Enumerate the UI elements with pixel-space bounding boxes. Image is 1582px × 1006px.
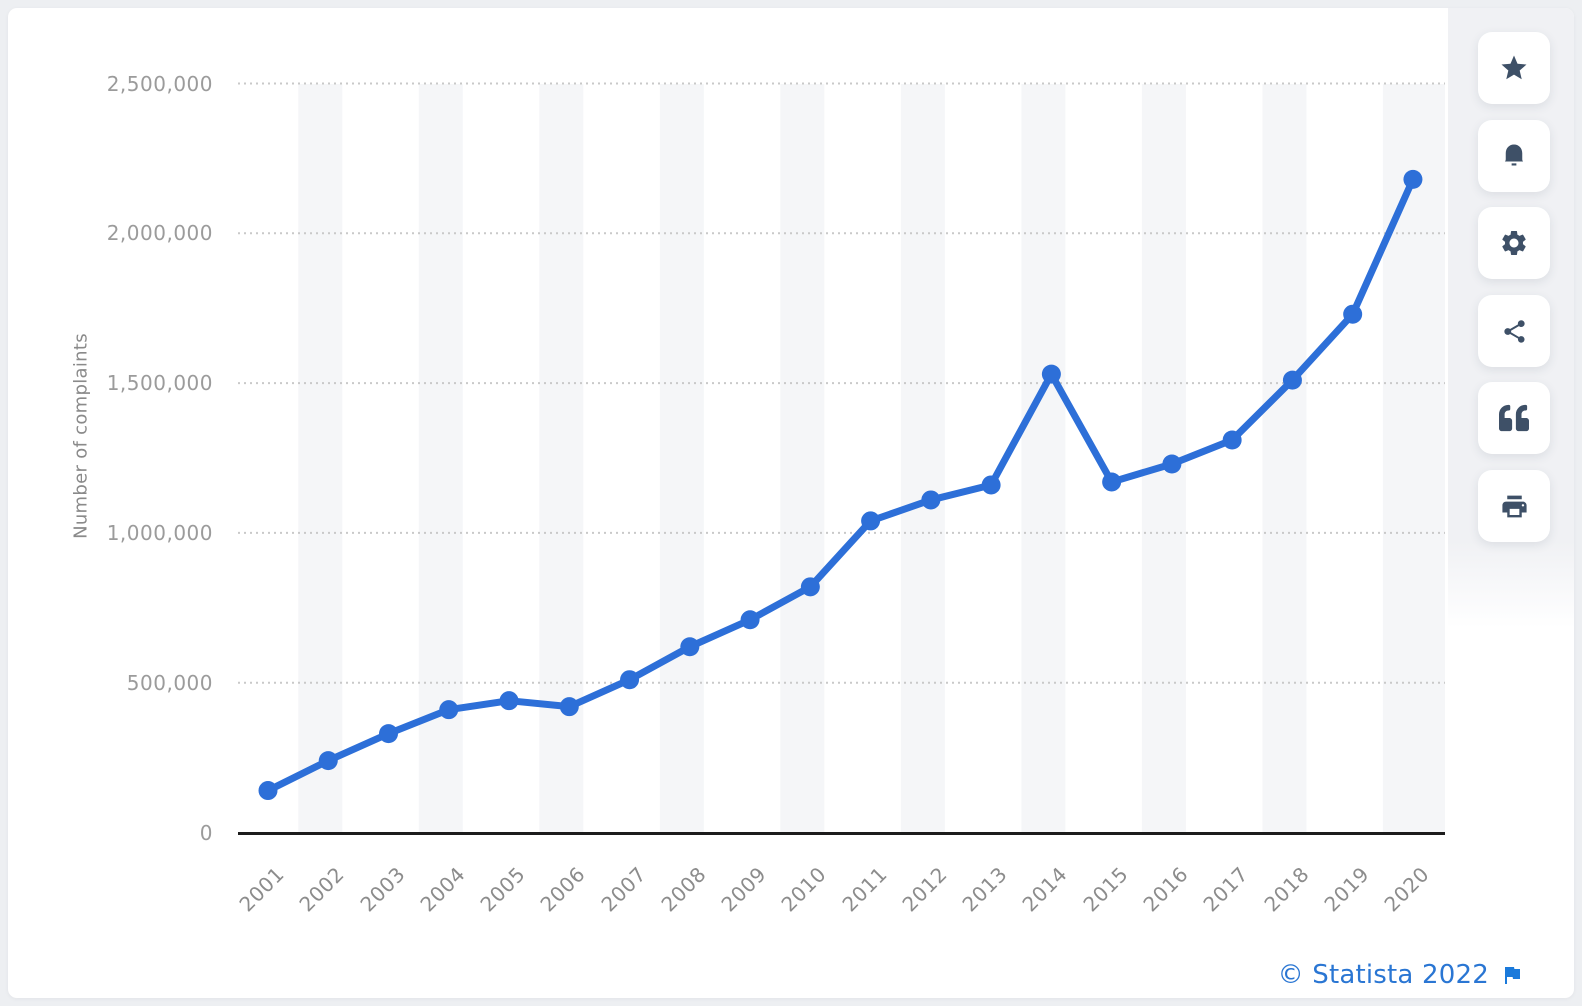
settings-button[interactable] bbox=[1478, 207, 1550, 279]
data-point-2017[interactable] bbox=[1222, 430, 1242, 450]
data-point-2016[interactable] bbox=[1162, 454, 1182, 474]
data-point-2005[interactable] bbox=[499, 691, 519, 711]
flag-icon[interactable] bbox=[1500, 963, 1524, 987]
data-point-2020[interactable] bbox=[1403, 169, 1423, 189]
data-point-2011[interactable] bbox=[861, 511, 881, 531]
data-point-2007[interactable] bbox=[620, 670, 640, 690]
share-icon bbox=[1503, 319, 1525, 343]
data-point-2004[interactable] bbox=[439, 700, 459, 720]
background-stripe bbox=[1262, 84, 1307, 833]
data-point-2010[interactable] bbox=[800, 577, 820, 597]
share-button[interactable] bbox=[1478, 295, 1550, 367]
y-tick-label: 2,000,000 bbox=[106, 221, 213, 246]
background-stripe bbox=[659, 84, 704, 833]
data-point-2009[interactable] bbox=[740, 610, 760, 630]
star-icon bbox=[1501, 55, 1527, 80]
data-point-2001[interactable] bbox=[258, 781, 278, 801]
alerts-button[interactable] bbox=[1478, 120, 1550, 192]
y-tick-label: 1,000,000 bbox=[106, 520, 213, 545]
background-stripe bbox=[539, 84, 584, 833]
print-button[interactable] bbox=[1478, 470, 1550, 542]
cite-button[interactable] bbox=[1478, 382, 1550, 454]
y-tick-label: 0 bbox=[199, 820, 213, 845]
data-point-2019[interactable] bbox=[1343, 304, 1363, 324]
background-stripe bbox=[1021, 84, 1066, 833]
data-point-2002[interactable] bbox=[318, 751, 338, 771]
data-point-2006[interactable] bbox=[559, 697, 579, 717]
data-point-2018[interactable] bbox=[1282, 370, 1302, 390]
background-stripe bbox=[900, 84, 945, 833]
data-point-2015[interactable] bbox=[1102, 472, 1122, 492]
y-tick-label: 1,500,000 bbox=[106, 371, 213, 396]
statista-copyright-link[interactable]: © Statista 2022 bbox=[1277, 960, 1489, 990]
y-tick-label: 500,000 bbox=[126, 670, 213, 695]
bell-icon bbox=[1504, 144, 1524, 166]
data-point-2008[interactable] bbox=[680, 637, 700, 657]
data-line bbox=[264, 175, 1417, 795]
background-stripe bbox=[298, 84, 343, 833]
data-point-2014[interactable] bbox=[1041, 364, 1061, 384]
data-point-2013[interactable] bbox=[981, 475, 1001, 495]
background-stripe bbox=[1382, 84, 1445, 833]
gear-icon bbox=[1502, 231, 1526, 255]
y-tick-label: 2,500,000 bbox=[106, 71, 213, 96]
printer-icon bbox=[1501, 495, 1527, 517]
copyright-footer: © Statista 2022 bbox=[1278, 958, 1524, 992]
favorite-button[interactable] bbox=[1478, 32, 1550, 104]
y-axis-title: Number of complaints bbox=[70, 333, 92, 539]
data-point-2012[interactable] bbox=[921, 490, 941, 510]
data-point-2003[interactable] bbox=[379, 724, 399, 744]
quote-icon bbox=[1499, 404, 1529, 432]
background-stripe bbox=[780, 84, 825, 833]
